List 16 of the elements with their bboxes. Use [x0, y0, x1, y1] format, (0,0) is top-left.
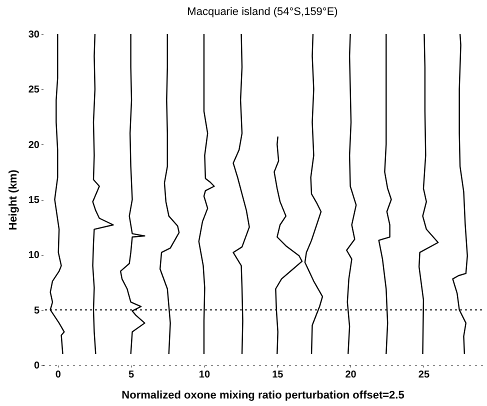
y-tick-label: 5	[34, 305, 40, 316]
chart-title: Macquarie island (54°S,159°E)	[187, 6, 338, 18]
y-tick-label: 15	[28, 195, 40, 206]
x-tick-label: 10	[198, 370, 210, 380]
x-tick-label: 20	[345, 370, 357, 380]
y-tick-label: 25	[28, 84, 40, 96]
y-tick-label: 20	[28, 140, 40, 151]
y-tick-label: 0	[34, 360, 40, 372]
y-axis-title: Height (km)	[7, 169, 20, 230]
y-tick-label: 30	[28, 30, 40, 40]
x-tick-label: 25	[418, 370, 430, 380]
x-tick-label: 0	[55, 370, 62, 380]
y-tick-label: 10	[28, 250, 40, 262]
x-axis-title: Normalized oxone mixing ratio perturbation offset=2.5	[122, 390, 404, 402]
x-tick-label: 15	[272, 370, 284, 380]
x-tick-label: 5	[128, 370, 135, 380]
